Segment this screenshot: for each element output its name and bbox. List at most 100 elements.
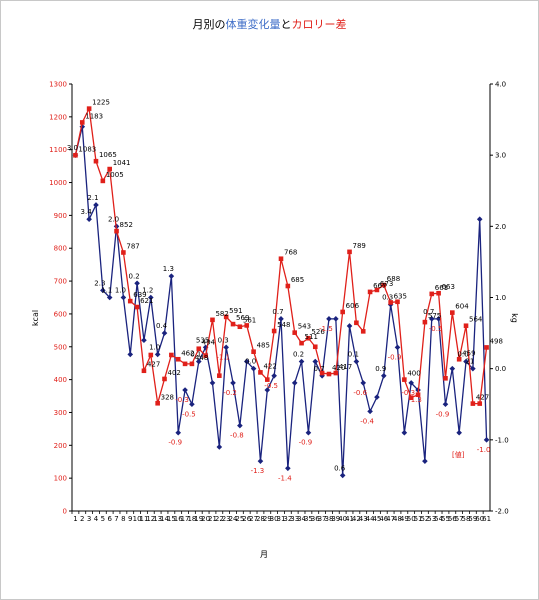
calorie-diff-point	[230, 321, 236, 327]
calorie-diff-point	[86, 106, 92, 111]
weight-data-label: -1.4	[278, 474, 292, 482]
weight-change-point	[93, 202, 99, 208]
weight-change-point	[271, 372, 277, 379]
left-tick-label: 300	[54, 409, 67, 417]
calorie-diff-point	[299, 340, 304, 346]
x-tick-label: 41	[345, 515, 354, 523]
weight-data-label: -1.1	[216, 353, 230, 361]
calorie-data-label: 485	[257, 342, 270, 350]
left-tick-label: 1100	[49, 146, 67, 154]
weight-data-label: 535	[196, 336, 209, 344]
weight-change-point	[120, 294, 127, 301]
weight-data-label: 0.6	[334, 464, 346, 472]
weight-change-point	[435, 316, 442, 322]
x-tick-label: 15	[167, 515, 176, 523]
weight-data-label: -0.3	[401, 389, 415, 397]
calorie-diff-point	[141, 368, 147, 374]
calorie-data-label: 1065	[99, 151, 117, 159]
weight-change-point	[285, 465, 291, 472]
weight-change-point	[237, 422, 243, 429]
weight-change-point	[346, 323, 353, 329]
calorie-data-label: 1183	[85, 112, 103, 120]
calorie-data-label: 673	[380, 280, 393, 288]
calorie-diff-point	[402, 377, 407, 382]
right-tick-label: -2.0	[495, 508, 509, 516]
calorie-data-label: 575	[428, 312, 441, 320]
weight-data-label: -0.3	[175, 396, 189, 404]
weight-data-label: -0.8	[230, 432, 244, 440]
weight-data-label: 0.2	[129, 272, 140, 280]
calorie-diff-point	[107, 166, 112, 172]
weight-change-point	[456, 429, 462, 436]
calorie-data-label: 422	[263, 362, 276, 370]
calorie-data-label: 417	[339, 363, 352, 371]
calorie-diff-point	[319, 370, 325, 376]
weight-data-label: -0.9	[168, 439, 182, 447]
weight-data-label: -1.3	[251, 467, 265, 475]
x-tick-label: 50	[407, 515, 416, 523]
x-tick-label: 6	[107, 515, 112, 523]
left-tick-label: 1200	[49, 113, 67, 121]
right-tick-label: 2.0	[495, 223, 506, 231]
weight-data-label: -1.5	[319, 325, 333, 333]
weight-change-point	[422, 458, 428, 464]
weight-change-point	[148, 294, 154, 301]
weight-data-label: -0.2	[223, 389, 237, 397]
weight-data-label: 0.4	[156, 322, 168, 330]
x-tick-label: 39	[331, 515, 340, 523]
x-tick-label: 1	[73, 515, 77, 523]
calorie-data-label: 661	[435, 284, 448, 292]
calorie-data-label: 639	[133, 291, 146, 299]
weight-change-point	[209, 380, 216, 386]
weight-data-label: -0.5	[182, 410, 196, 418]
x-tick-label: 14	[160, 515, 169, 523]
calorie-diff-point	[347, 249, 352, 255]
weight-change-line	[74, 126, 488, 476]
calorie-diff-point	[114, 228, 119, 234]
weight-data-label: -1.0	[477, 446, 491, 454]
x-tick-label: 60	[475, 515, 484, 523]
calorie-data-label: 621	[140, 297, 153, 305]
calorie-diff-point	[477, 401, 483, 406]
calorie-data-label: 427	[147, 361, 160, 369]
weight-change-point	[223, 344, 229, 351]
calorie-data-label: 768	[284, 249, 297, 257]
x-tick-label: 13	[153, 515, 162, 523]
weight-change-series	[72, 123, 490, 479]
calorie-diff-point	[408, 395, 414, 400]
calorie-diff-point	[484, 345, 489, 350]
x-tick-label: 2	[80, 515, 84, 523]
x-tick-label: 17	[181, 515, 190, 523]
right-tick-label: -1.0	[495, 436, 509, 444]
left-tick-label: 800	[54, 245, 67, 253]
calorie-diff-point	[367, 289, 373, 295]
x-tick-label: 37	[318, 515, 327, 523]
calorie-data-label: 402	[168, 369, 181, 377]
weight-data-label: -0.9	[299, 439, 313, 447]
x-tick-label: 49	[400, 515, 409, 523]
calorie-data-label: 427	[476, 394, 489, 402]
chart-title: 月別の体重変化量とカロリー差	[0, 16, 539, 32]
x-tick-label: 44	[366, 515, 375, 523]
x-tick-label: 48	[393, 515, 402, 523]
calorie-diff-point	[258, 370, 263, 375]
calorie-data-label: 1225	[92, 99, 110, 107]
weight-change-point	[175, 429, 182, 436]
calorie-diff-point	[237, 324, 243, 330]
calorie-data-label: 1005	[106, 171, 124, 179]
left-tick-label: 0	[63, 508, 67, 516]
x-tick-label: 61	[482, 515, 491, 523]
x-tick-label: 10	[133, 515, 142, 523]
x-axis-label: 月	[260, 550, 268, 559]
y-axis-right-label: kg	[510, 313, 519, 323]
calorie-diff-point	[244, 323, 250, 328]
x-tick-label: 25	[235, 515, 244, 523]
calorie-diff-point	[223, 314, 229, 320]
calorie-diff-point	[326, 371, 332, 377]
x-tick-label: 36	[311, 515, 320, 523]
weight-data-label: 21	[465, 358, 474, 366]
left-tick-label: 200	[54, 442, 67, 450]
weight-change-point	[278, 316, 284, 322]
